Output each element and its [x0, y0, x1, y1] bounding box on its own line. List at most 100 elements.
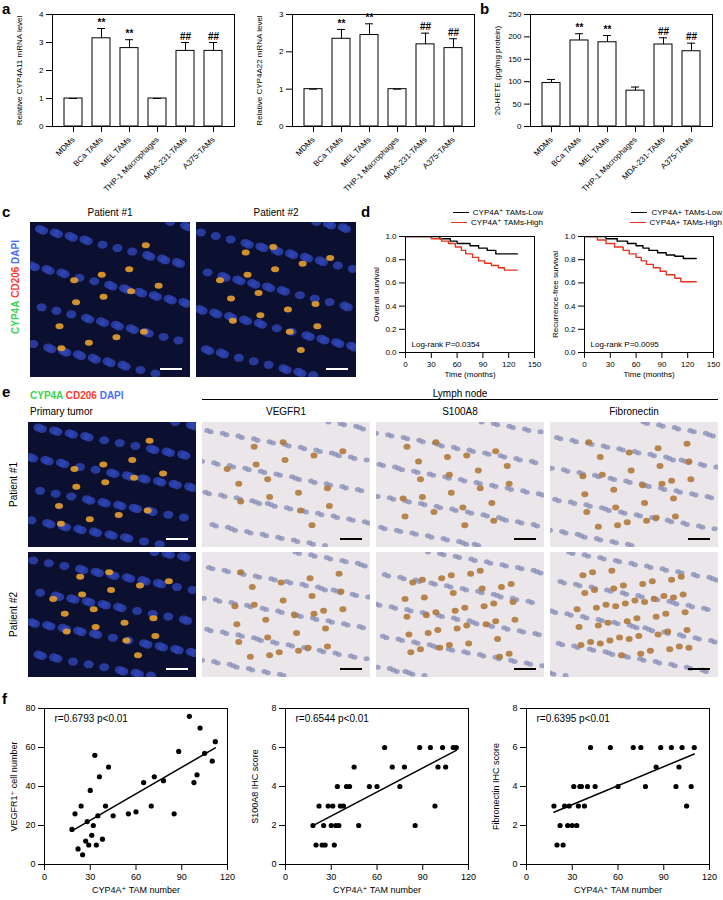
svg-text:##: ##: [180, 31, 192, 42]
svg-text:60: 60: [25, 742, 35, 752]
svg-text:MDMs: MDMs: [54, 135, 77, 158]
svg-text:120: 120: [220, 872, 235, 882]
svg-text:150: 150: [707, 360, 721, 369]
svg-text:60: 60: [453, 360, 462, 369]
svg-text:90: 90: [659, 872, 669, 882]
svg-text:Time (months): Time (months): [623, 370, 675, 379]
svg-text:0: 0: [283, 872, 288, 882]
svg-text:3: 3: [279, 10, 284, 19]
svg-text:120: 120: [681, 360, 695, 369]
svg-text:2: 2: [39, 66, 44, 75]
svg-text:MDA-231-TAMs: MDA-231-TAMs: [142, 135, 188, 181]
svg-text:4: 4: [271, 781, 276, 791]
svg-text:0: 0: [582, 360, 587, 369]
svg-text:**: **: [366, 12, 374, 23]
svg-text:40: 40: [25, 781, 35, 791]
svg-text:CYP4A⁺ TAM number: CYP4A⁺ TAM number: [333, 885, 421, 895]
svg-text:Time (months): Time (months): [444, 370, 496, 379]
svg-text:90: 90: [478, 360, 487, 369]
svg-text:**: **: [126, 28, 134, 39]
svg-text:100: 100: [508, 77, 522, 86]
svg-text:0.6: 0.6: [385, 278, 397, 287]
svg-text:MDMs: MDMs: [294, 135, 317, 158]
svg-text:0.8: 0.8: [564, 255, 576, 264]
svg-text:**: **: [604, 24, 612, 35]
svg-text:90: 90: [177, 872, 187, 882]
svg-text:30: 30: [85, 872, 95, 882]
svg-text:150: 150: [528, 360, 542, 369]
svg-text:0.2: 0.2: [385, 325, 397, 334]
svg-text:MDA-231-TAMs: MDA-231-TAMs: [620, 135, 666, 181]
svg-text:**: **: [576, 22, 584, 33]
svg-text:90: 90: [657, 360, 666, 369]
svg-text:Recurrence-free survival: Recurrence-free survival: [551, 251, 560, 338]
svg-text:1: 1: [39, 94, 44, 103]
svg-text:6: 6: [271, 742, 276, 752]
svg-text:120: 120: [702, 872, 717, 882]
svg-text:4: 4: [39, 10, 44, 19]
svg-text:150: 150: [508, 55, 522, 64]
svg-text:##: ##: [420, 21, 432, 32]
svg-text:0.4: 0.4: [385, 302, 397, 311]
svg-text:1.0: 1.0: [385, 232, 397, 241]
svg-text:0.0: 0.0: [385, 348, 397, 357]
svg-text:A375-TAMs: A375-TAMs: [659, 135, 695, 171]
svg-text:4: 4: [512, 781, 517, 791]
svg-text:0: 0: [279, 122, 284, 131]
svg-text:120: 120: [461, 872, 476, 882]
svg-text:90: 90: [418, 872, 428, 882]
svg-text:Relative CYP4A22 mRNA level: Relative CYP4A22 mRNA level: [255, 15, 264, 125]
svg-text:0.4: 0.4: [564, 302, 576, 311]
svg-text:##: ##: [658, 26, 670, 37]
svg-text:30: 30: [326, 872, 336, 882]
svg-text:30: 30: [606, 360, 615, 369]
svg-text:Overall survival: Overall survival: [372, 267, 381, 322]
svg-text:3: 3: [39, 38, 44, 47]
svg-text:80: 80: [25, 703, 35, 713]
svg-text:8: 8: [271, 703, 276, 713]
svg-text:60: 60: [372, 872, 382, 882]
svg-text:8: 8: [512, 703, 517, 713]
svg-text:r=0.6544 p<0.01: r=0.6544 p<0.01: [296, 713, 370, 724]
svg-text:2: 2: [279, 47, 284, 56]
svg-text:0.6: 0.6: [564, 278, 576, 287]
svg-text:20: 20: [25, 820, 35, 830]
svg-text:Log-rank P=0.0354: Log-rank P=0.0354: [412, 340, 481, 349]
svg-text:30: 30: [567, 872, 577, 882]
svg-text:0: 0: [30, 859, 35, 869]
svg-text:A375-TAMs: A375-TAMs: [181, 135, 217, 171]
svg-text:2: 2: [512, 820, 517, 830]
svg-text:Fibronectin IHC score: Fibronectin IHC score: [491, 743, 501, 830]
svg-text:MDA-231-TAMs: MDA-231-TAMs: [382, 135, 428, 181]
svg-text:0: 0: [512, 859, 517, 869]
svg-text:##: ##: [448, 27, 460, 38]
svg-text:20-HETE (pg/mg protein): 20-HETE (pg/mg protein): [493, 25, 502, 115]
svg-text:r=0.6395 p<0.01: r=0.6395 p<0.01: [537, 713, 611, 724]
svg-text:**: **: [338, 18, 346, 29]
svg-text:200: 200: [508, 32, 522, 41]
svg-text:0: 0: [42, 872, 47, 882]
svg-text:0.8: 0.8: [385, 255, 397, 264]
svg-text:CYP4A⁺ TAM number: CYP4A⁺ TAM number: [574, 885, 662, 895]
svg-text:0: 0: [517, 122, 522, 131]
svg-text:Relative CYP4A11 mRNA level: Relative CYP4A11 mRNA level: [15, 15, 24, 125]
svg-text:0: 0: [524, 872, 529, 882]
svg-text:30: 30: [427, 360, 436, 369]
svg-text:60: 60: [131, 872, 141, 882]
svg-text:A375-TAMs: A375-TAMs: [421, 135, 457, 171]
svg-text:0: 0: [39, 122, 44, 131]
svg-text:Log-rank P=0.0095: Log-rank P=0.0095: [591, 340, 660, 349]
svg-text:S100A8 IHC score: S100A8 IHC score: [250, 749, 260, 824]
svg-text:0: 0: [271, 859, 276, 869]
svg-text:250: 250: [508, 10, 522, 19]
svg-text:##: ##: [686, 31, 698, 42]
svg-text:CYP4A⁺ TAM number: CYP4A⁺ TAM number: [92, 885, 180, 895]
svg-text:1.0: 1.0: [564, 232, 576, 241]
svg-text:##: ##: [208, 31, 220, 42]
svg-text:0.0: 0.0: [564, 348, 576, 357]
svg-text:0: 0: [403, 360, 408, 369]
svg-text:60: 60: [613, 872, 623, 882]
svg-text:6: 6: [512, 742, 517, 752]
svg-text:**: **: [98, 17, 106, 28]
svg-text:0.2: 0.2: [564, 325, 576, 334]
